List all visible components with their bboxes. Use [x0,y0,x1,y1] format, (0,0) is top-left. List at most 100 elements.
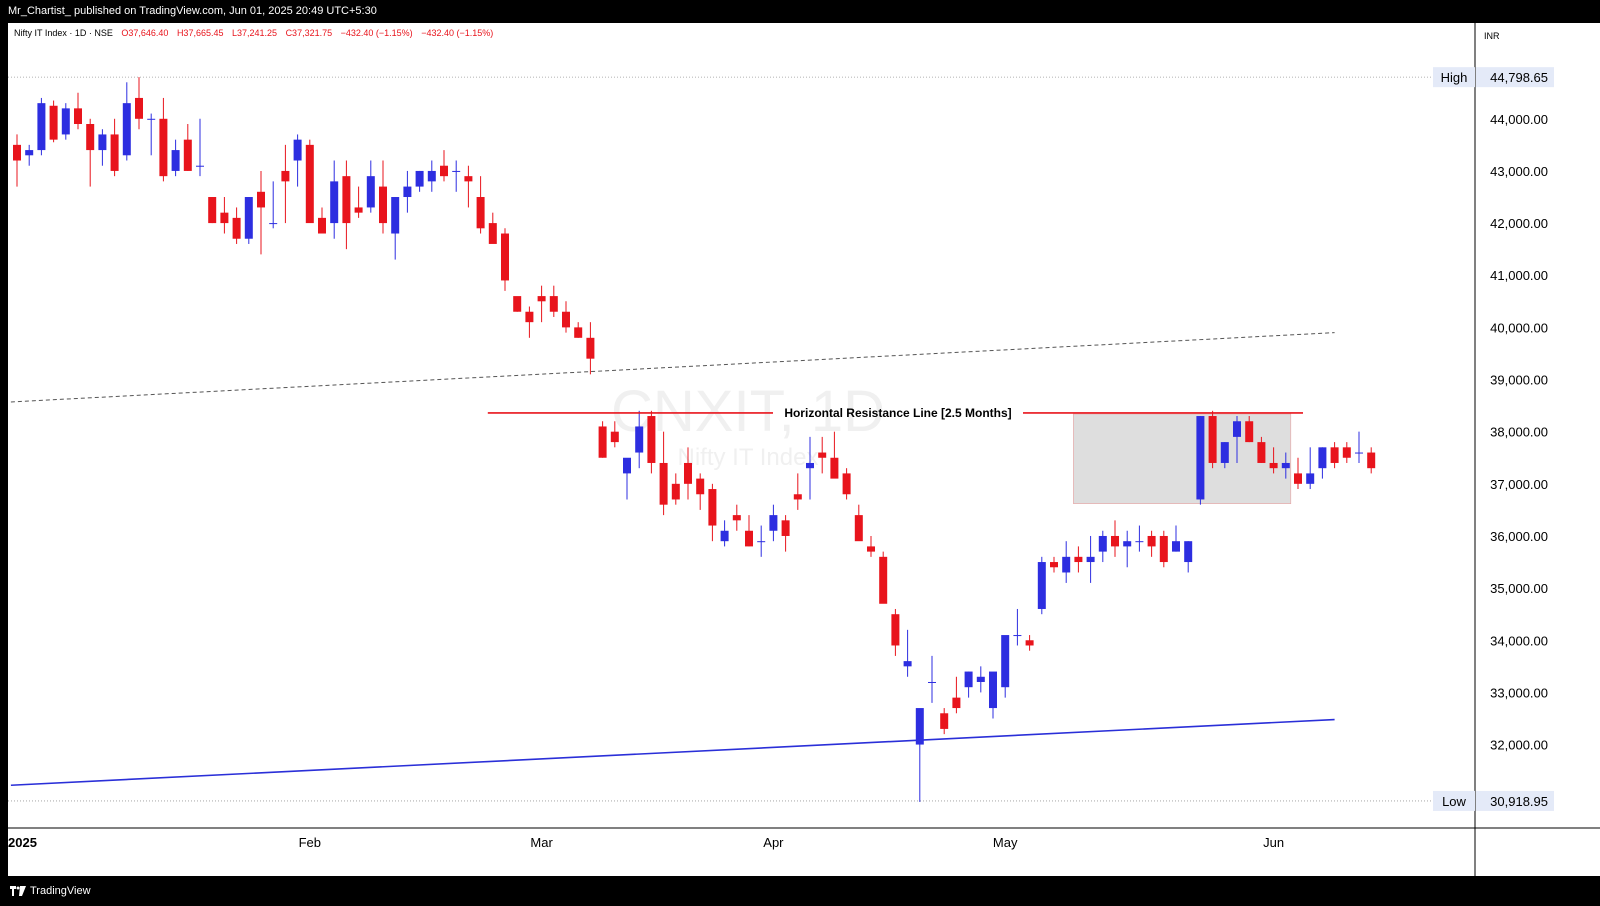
candle[interactable] [745,515,753,547]
candle[interactable] [684,447,692,500]
candle[interactable] [1037,556,1046,615]
candle[interactable] [574,322,583,338]
candle[interactable] [135,77,143,130]
candle[interactable] [403,170,412,213]
candle[interactable] [391,197,400,260]
candle[interactable] [952,676,961,714]
candle[interactable] [769,504,778,542]
candle[interactable] [220,197,229,234]
candle[interactable] [415,170,424,192]
candle[interactable] [757,525,766,557]
candle[interactable] [159,97,168,182]
candle[interactable] [342,160,351,250]
candle[interactable] [488,212,497,244]
candle[interactable] [183,124,192,171]
candle[interactable] [25,144,34,166]
candle[interactable] [74,92,82,130]
candlestick-chart[interactable]: CNXIT, 1D Nifty IT Index Horizontal Resi… [8,23,1600,876]
candle[interactable] [1245,416,1254,443]
candle[interactable] [940,708,949,735]
candle[interactable] [1135,525,1144,552]
candle[interactable] [501,228,509,291]
candle[interactable] [842,468,851,500]
candle[interactable] [305,139,314,224]
candle[interactable] [147,113,156,156]
candle[interactable] [1086,535,1095,583]
chart-panel[interactable]: CNXIT, 1D Nifty IT Index Horizontal Resi… [8,23,1600,876]
candle[interactable] [427,160,436,192]
candle[interactable] [1111,520,1119,557]
candle[interactable] [1050,556,1058,573]
candle[interactable] [1013,608,1022,646]
candle[interactable] [293,134,302,187]
candle[interactable] [1184,541,1193,573]
candle[interactable] [537,285,546,323]
candle[interactable] [452,160,461,192]
candle[interactable] [464,165,473,208]
candle[interactable] [37,97,46,156]
candle[interactable] [867,535,875,557]
candle[interactable] [891,608,900,656]
candle[interactable] [1306,447,1315,490]
candle[interactable] [1269,447,1278,474]
candle[interactable] [562,301,570,333]
candle[interactable] [671,473,680,505]
candle[interactable] [366,160,375,213]
candle[interactable] [49,100,58,143]
candle[interactable] [806,436,814,500]
candle[interactable] [903,629,912,677]
candle[interactable] [879,551,888,604]
candle[interactable] [1294,457,1302,490]
candle[interactable] [818,436,827,474]
candle[interactable] [61,103,70,140]
candle[interactable] [1233,416,1241,463]
candle[interactable] [379,160,387,234]
candle[interactable] [196,118,204,177]
candle[interactable] [1342,442,1351,463]
candle[interactable] [549,285,558,317]
candle[interactable] [318,207,326,234]
candle[interactable] [354,186,363,218]
candle[interactable] [586,322,595,375]
candle[interactable] [269,181,278,229]
candle[interactable] [1220,442,1229,469]
candle[interactable] [1001,635,1010,698]
candle[interactable] [928,655,936,703]
candle[interactable] [696,473,705,510]
candle[interactable] [257,170,265,255]
candle[interactable] [232,207,241,244]
candle[interactable] [122,82,131,161]
candle[interactable] [330,160,339,239]
candle[interactable] [208,197,217,224]
candle[interactable] [635,410,644,469]
candle[interactable] [1196,416,1205,505]
candle[interactable] [244,197,253,244]
candle[interactable] [110,118,119,177]
consolidation-range-box[interactable] [1073,413,1292,504]
candle[interactable] [476,176,485,234]
candle[interactable] [793,473,802,510]
dotted-trend-line[interactable] [10,332,1335,403]
candle[interactable] [598,421,607,458]
candle[interactable] [1355,431,1363,463]
candle[interactable] [830,431,839,479]
candle[interactable] [1098,530,1107,563]
candle[interactable] [720,520,729,547]
candle[interactable] [1147,530,1156,557]
candle[interactable] [440,150,448,182]
support-trend-line[interactable] [10,718,1335,787]
candle[interactable] [623,457,631,500]
candle[interactable] [1025,635,1034,651]
candle[interactable] [281,144,290,224]
candle[interactable] [86,118,95,187]
candle[interactable] [1330,442,1339,469]
candle[interactable] [854,504,863,542]
candle[interactable] [171,139,180,177]
candle[interactable] [708,483,717,542]
candle[interactable] [659,431,668,516]
candle[interactable] [1281,452,1290,479]
candle[interactable] [98,129,107,166]
candle[interactable] [989,671,997,719]
candle[interactable] [732,504,741,531]
candle[interactable] [1074,546,1083,573]
